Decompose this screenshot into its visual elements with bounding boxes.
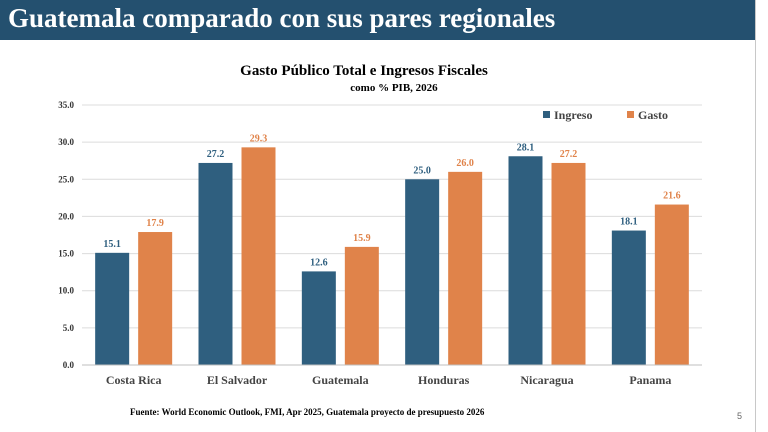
bar-gasto-el-salvador bbox=[241, 147, 276, 365]
bar-ingreso-honduras bbox=[405, 179, 440, 365]
data-label: 27.2 bbox=[560, 149, 578, 160]
x-tick-label: Panama bbox=[629, 373, 671, 387]
legend-label-gasto: Gasto bbox=[638, 108, 668, 122]
data-label: 18.1 bbox=[620, 217, 638, 228]
slide-title: Guatemala comparado con sus pares region… bbox=[8, 3, 556, 33]
y-tick-label: 35.0 bbox=[58, 100, 74, 110]
data-label: 25.0 bbox=[413, 165, 431, 176]
page-number: 5 bbox=[737, 411, 743, 421]
x-tick-label: Costa Rica bbox=[106, 373, 162, 387]
y-tick-label: 30.0 bbox=[58, 137, 74, 147]
bar-gasto-honduras bbox=[448, 171, 483, 365]
y-tick-label: 0.0 bbox=[63, 360, 75, 370]
bar-ingreso-el-salvador bbox=[198, 162, 233, 365]
slide-edge bbox=[755, 0, 756, 432]
bar-chart: Gasto Público Total e Ingresos Fiscales … bbox=[58, 63, 702, 387]
y-tick-label: 10.0 bbox=[58, 286, 74, 296]
data-label: 28.1 bbox=[517, 142, 535, 153]
y-tick-label: 15.0 bbox=[58, 249, 74, 259]
y-tick-label: 5.0 bbox=[63, 323, 75, 333]
source-note: Fuente: World Economic Outlook, FMI, Apr… bbox=[130, 407, 485, 417]
x-tick-label: Nicaragua bbox=[520, 373, 573, 387]
data-label: 29.3 bbox=[250, 133, 268, 144]
data-label: 15.9 bbox=[353, 233, 371, 244]
chart-title: Gasto Público Total e Ingresos Fiscales bbox=[240, 63, 488, 79]
bar-ingreso-panama bbox=[611, 230, 646, 365]
data-labels: 15.1 17.9 27.2 29.3 12.6 15.9 25.0 26.0 28.1 27.2… bbox=[103, 133, 680, 268]
bar-gasto-guatemala bbox=[344, 246, 379, 365]
bar-gasto-nicaragua bbox=[551, 162, 586, 365]
data-label: 26.0 bbox=[456, 158, 474, 169]
axes: 0.0 5.0 10.0 15.0 20.0 25.0 30.0 35.0 Costa Rica… bbox=[58, 100, 702, 387]
bar-gasto-costa-rica bbox=[138, 232, 173, 365]
bars bbox=[95, 147, 689, 365]
legend-swatch-gasto bbox=[627, 111, 634, 118]
bar-gasto-panama bbox=[654, 204, 689, 365]
x-tick-label: Honduras bbox=[418, 373, 470, 387]
bar-ingreso-costa-rica bbox=[95, 252, 130, 365]
x-tick-label: El Salvador bbox=[207, 373, 268, 387]
data-label: 21.6 bbox=[663, 191, 681, 202]
bar-ingreso-guatemala bbox=[301, 271, 336, 365]
legend-label-ingreso: Ingreso bbox=[554, 108, 592, 122]
bar-ingreso-nicaragua bbox=[508, 156, 543, 365]
y-tick-label: 20.0 bbox=[58, 211, 74, 221]
legend: Ingreso Gasto bbox=[543, 108, 668, 122]
chart-subtitle: como % PIB, 2026 bbox=[350, 82, 438, 94]
title-banner: Guatemala comparado con sus pares region… bbox=[0, 0, 755, 40]
x-tick-label: Guatemala bbox=[312, 373, 369, 387]
legend-swatch-ingreso bbox=[543, 111, 550, 118]
data-label: 15.1 bbox=[103, 239, 121, 250]
y-tick-label: 25.0 bbox=[58, 174, 74, 184]
data-label: 27.2 bbox=[207, 149, 225, 160]
data-label: 12.6 bbox=[310, 257, 328, 268]
data-label: 17.9 bbox=[146, 218, 164, 229]
gridlines bbox=[82, 104, 702, 329]
